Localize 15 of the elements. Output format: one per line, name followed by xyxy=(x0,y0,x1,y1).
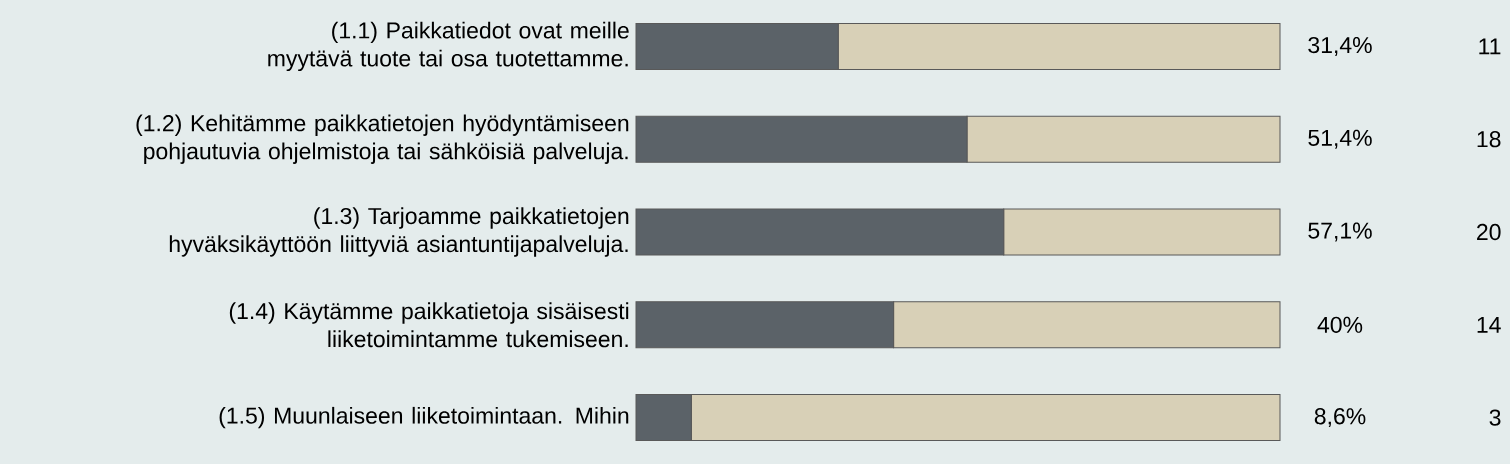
y-tick-label: (1.3) Tarjoamme paikkatietojen hyväksikäyttöön liittyviä asiantuntijapalveluja. xyxy=(169,207,629,257)
text: 20 xyxy=(1477,223,1501,241)
data-label: 31,4% xyxy=(1308,36,1372,56)
y-tick-label: (1.1) Paikkatiedot ovat meille myytävä tuote tai osa tuotettamme. xyxy=(268,21,629,72)
data-label: 51,4% xyxy=(1308,129,1372,149)
text: 3 xyxy=(1489,409,1501,426)
data-label: 57,1% xyxy=(1308,222,1372,242)
data-label: 40% xyxy=(1317,316,1363,333)
data-label: 8,6% xyxy=(1314,408,1366,428)
y-tick-label: (1.4) Käytämme paikkatietoja sisäisesti liiketoimintamme tukemiseen. xyxy=(229,302,629,348)
y-tick-label: (1.5) Muunlaiseen liiketoimintaan. Mihin xyxy=(219,406,629,429)
text: 18 xyxy=(1477,131,1501,148)
y-tick-label: (1.2) Kehitämme paikkatietojen hyödyntämiseen pohjautuvia ohjelmistoja tai sähköisiä palveluja. xyxy=(136,114,629,164)
text: 11 xyxy=(1479,38,1501,55)
text: 14 xyxy=(1477,316,1501,333)
